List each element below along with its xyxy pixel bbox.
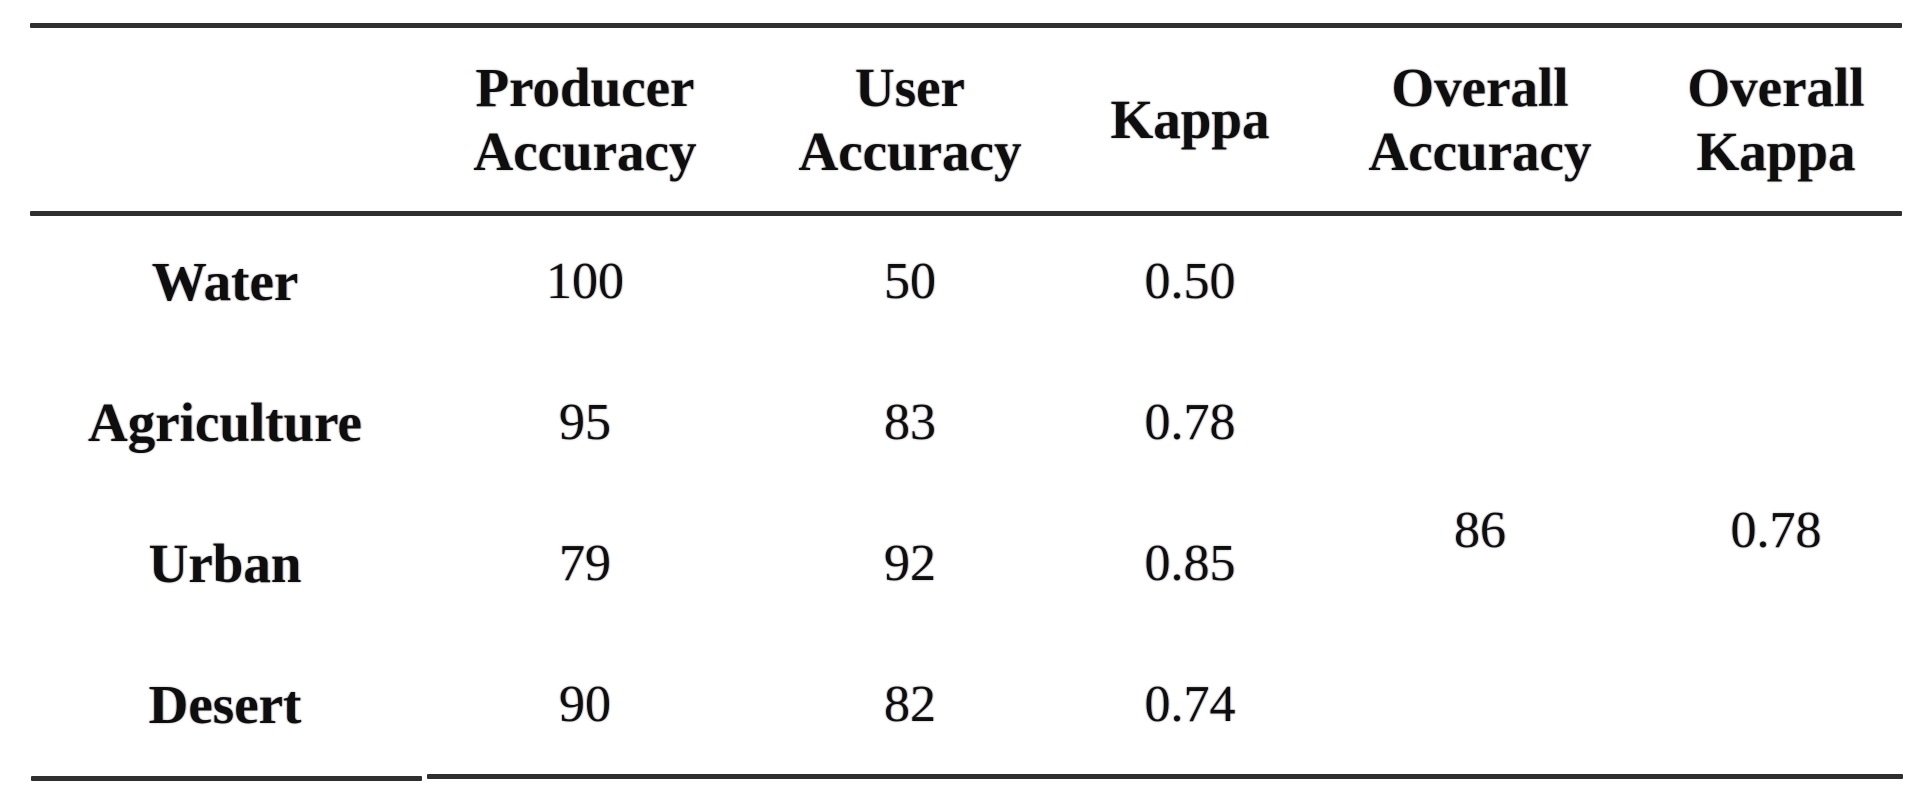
column-header-overall-accuracy: Overall Accuracy [1368, 56, 1592, 182]
column-header-class [30, 28, 420, 211]
overall-accuracy-value: 86 [1454, 501, 1506, 559]
row-label-water: Water [151, 251, 299, 312]
row-label-urban: Urban [148, 533, 302, 594]
table-row-desert: Desert 90 82 0.74 [30, 634, 1902, 775]
table-top-rule [30, 23, 1902, 28]
cell-water-user-accuracy: 50 [884, 253, 936, 310]
table-bottom-rule-left [31, 776, 422, 781]
accuracy-table: Producer Accuracy User Accuracy Kappa Ov… [30, 28, 1902, 775]
cell-agriculture-producer-accuracy: 95 [559, 394, 611, 451]
cell-overall-kappa: 0.78 [1650, 211, 1902, 775]
cell-water-producer-accuracy: 100 [546, 253, 624, 310]
table-bottom-rule-right [427, 774, 1903, 779]
cell-water-kappa: 0.50 [1144, 253, 1236, 310]
cell-overall-accuracy: 86 [1310, 211, 1650, 775]
row-label-agriculture: Agriculture [88, 392, 362, 453]
header-row: Producer Accuracy User Accuracy Kappa Ov… [30, 28, 1902, 211]
column-header-producer-accuracy: Producer Accuracy [473, 56, 697, 182]
cell-desert-producer-accuracy: 90 [559, 676, 611, 733]
column-header-kappa: Kappa [1110, 88, 1270, 150]
table-header-rule [30, 211, 1902, 216]
cell-desert-user-accuracy: 82 [884, 676, 936, 733]
table-row-urban: Urban 79 92 0.85 [30, 493, 1902, 634]
table-row-agriculture: Agriculture 95 83 0.78 [30, 352, 1902, 493]
cell-agriculture-kappa: 0.78 [1144, 394, 1236, 451]
row-label-desert: Desert [148, 674, 302, 735]
cell-agriculture-user-accuracy: 83 [884, 394, 936, 451]
cell-urban-producer-accuracy: 79 [559, 535, 611, 592]
table-row-water: Water 100 50 0.50 86 0.78 [30, 211, 1902, 559]
column-header-user-accuracy: User Accuracy [798, 56, 1022, 182]
overall-kappa-value: 0.78 [1730, 501, 1822, 559]
cell-urban-user-accuracy: 92 [884, 535, 936, 592]
cell-urban-kappa: 0.85 [1144, 535, 1236, 592]
cell-desert-kappa: 0.74 [1144, 676, 1236, 733]
column-header-overall-kappa: Overall Kappa [1687, 56, 1865, 182]
